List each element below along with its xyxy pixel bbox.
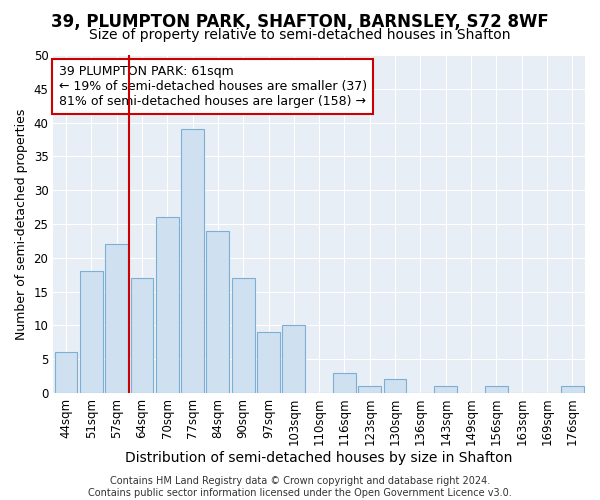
Bar — [105, 244, 128, 393]
Text: Size of property relative to semi-detached houses in Shafton: Size of property relative to semi-detach… — [89, 28, 511, 42]
Bar — [131, 278, 154, 393]
Bar — [181, 130, 204, 393]
Bar — [257, 332, 280, 393]
Bar — [55, 352, 77, 393]
Bar — [561, 386, 584, 393]
Y-axis label: Number of semi-detached properties: Number of semi-detached properties — [15, 108, 28, 340]
Bar — [156, 217, 179, 393]
Text: 39, PLUMPTON PARK, SHAFTON, BARNSLEY, S72 8WF: 39, PLUMPTON PARK, SHAFTON, BARNSLEY, S7… — [51, 12, 549, 30]
Bar — [206, 230, 229, 393]
Bar — [434, 386, 457, 393]
Text: Contains HM Land Registry data © Crown copyright and database right 2024.
Contai: Contains HM Land Registry data © Crown c… — [88, 476, 512, 498]
Bar — [80, 272, 103, 393]
Bar — [485, 386, 508, 393]
X-axis label: Distribution of semi-detached houses by size in Shafton: Distribution of semi-detached houses by … — [125, 451, 513, 465]
Bar — [232, 278, 254, 393]
Text: 39 PLUMPTON PARK: 61sqm
← 19% of semi-detached houses are smaller (37)
81% of se: 39 PLUMPTON PARK: 61sqm ← 19% of semi-de… — [59, 65, 367, 108]
Bar — [333, 372, 356, 393]
Bar — [384, 380, 406, 393]
Bar — [358, 386, 381, 393]
Bar — [283, 326, 305, 393]
